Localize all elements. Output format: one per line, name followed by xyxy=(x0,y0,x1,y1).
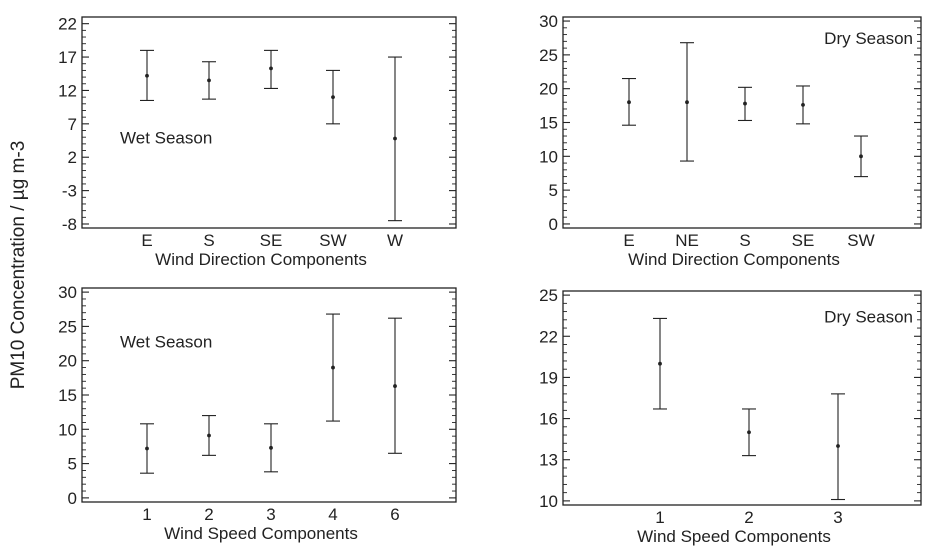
x-category-label: 4 xyxy=(328,505,337,524)
mean-point-SW xyxy=(331,95,335,100)
y-tick-label: 22 xyxy=(539,327,558,346)
y-tick-label: 15 xyxy=(58,386,77,405)
mean-point-SE xyxy=(269,66,273,71)
x-category-label: 6 xyxy=(390,505,399,524)
x-category-label: 1 xyxy=(655,508,664,527)
y-tick-label: 2 xyxy=(68,148,77,167)
x-category-label: S xyxy=(203,231,214,250)
chart-panel-2: 0 5 10 15 20 25 30 E NE S SE SW Wind Direction Compo… xyxy=(539,12,922,269)
y-tick-label: 10 xyxy=(539,147,558,166)
mean-point-1 xyxy=(658,361,662,366)
mean-point-3 xyxy=(269,445,273,450)
x-category-label: 2 xyxy=(204,505,213,524)
x-category-label: SW xyxy=(847,231,874,250)
y-tick-label: 20 xyxy=(539,80,558,99)
shared-y-axis-label: PM10 Concentration / µg m-3 xyxy=(8,141,29,390)
y-tick-label: 30 xyxy=(58,283,77,302)
y-tick-label: 5 xyxy=(549,181,558,200)
mean-point-S xyxy=(207,78,211,83)
x-category-label: S xyxy=(739,231,750,250)
y-tick-label: 7 xyxy=(68,115,77,134)
mean-point-3 xyxy=(836,444,840,448)
y-tick-label: 25 xyxy=(539,286,558,305)
x-axis-title: Wind Speed Components xyxy=(164,524,358,543)
x-category-label: SE xyxy=(260,231,283,250)
y-tick-label: 5 xyxy=(68,455,77,474)
x-category-label: W xyxy=(387,231,403,250)
x-category-label: SE xyxy=(792,231,815,250)
y-tick-label: 30 xyxy=(539,12,558,31)
mean-point-E xyxy=(627,100,631,105)
y-tick-label: 20 xyxy=(58,352,77,371)
x-axis-title: Wind Direction Components xyxy=(628,250,840,269)
panel-title: Wet Season xyxy=(120,333,212,352)
plot-frame xyxy=(562,16,922,229)
x-category-label: E xyxy=(623,231,634,250)
y-tick-label: 12 xyxy=(58,81,77,100)
y-tick-label: 10 xyxy=(539,492,558,511)
y-tick-label: 0 xyxy=(68,489,77,508)
x-category-label: 3 xyxy=(266,505,275,524)
y-tick-label: -8 xyxy=(62,215,77,234)
y-tick-label: 22 xyxy=(58,15,77,34)
x-category-label: E xyxy=(141,231,152,250)
y-tick-label: -3 xyxy=(62,182,77,201)
y-tick-label: 13 xyxy=(539,451,558,470)
panel-title: Dry Season xyxy=(824,29,913,48)
y-tick-label: 17 xyxy=(58,48,77,67)
panel-title: Wet Season xyxy=(120,128,212,147)
x-category-label: 2 xyxy=(744,508,753,527)
plot-frame xyxy=(81,287,457,503)
mean-point-2 xyxy=(207,433,211,438)
x-category-label: NE xyxy=(675,231,699,250)
y-tick-label: 25 xyxy=(58,317,77,336)
mean-point-4 xyxy=(331,365,335,370)
mean-point-1 xyxy=(145,446,149,451)
mean-point-W xyxy=(393,136,397,141)
x-category-label: 3 xyxy=(833,508,842,527)
mean-point-SE xyxy=(801,103,805,107)
y-tick-label: 15 xyxy=(539,114,558,133)
chart-panel-1: -8 -3 2 7 12 17 22 E S SE SW W Wind Direction Compon… xyxy=(58,15,457,269)
mean-point-NE xyxy=(685,100,689,105)
x-axis-title: Wind Direction Components xyxy=(155,250,367,269)
mean-point-S xyxy=(743,101,747,106)
y-tick-label: 10 xyxy=(58,420,77,439)
mean-point-2 xyxy=(747,430,751,435)
mean-point-6 xyxy=(393,384,397,388)
y-tick-label: 19 xyxy=(539,368,558,387)
mean-point-E xyxy=(145,73,149,78)
chart-panel-3: 0 5 10 15 20 25 30 1 2 3 4 6 Wind Speed Components We… xyxy=(58,283,457,543)
y-tick-label: 25 xyxy=(539,46,558,65)
plot-frame xyxy=(81,16,457,229)
plot-frame xyxy=(562,290,922,506)
y-tick-label: 0 xyxy=(549,215,558,234)
x-category-label: SW xyxy=(319,231,346,250)
mean-point-SW xyxy=(859,154,863,159)
x-axis-title: Wind Speed Components xyxy=(637,527,831,546)
panel-title: Dry Season xyxy=(824,308,913,327)
x-category-label: 1 xyxy=(142,505,151,524)
y-tick-label: 16 xyxy=(539,410,558,429)
